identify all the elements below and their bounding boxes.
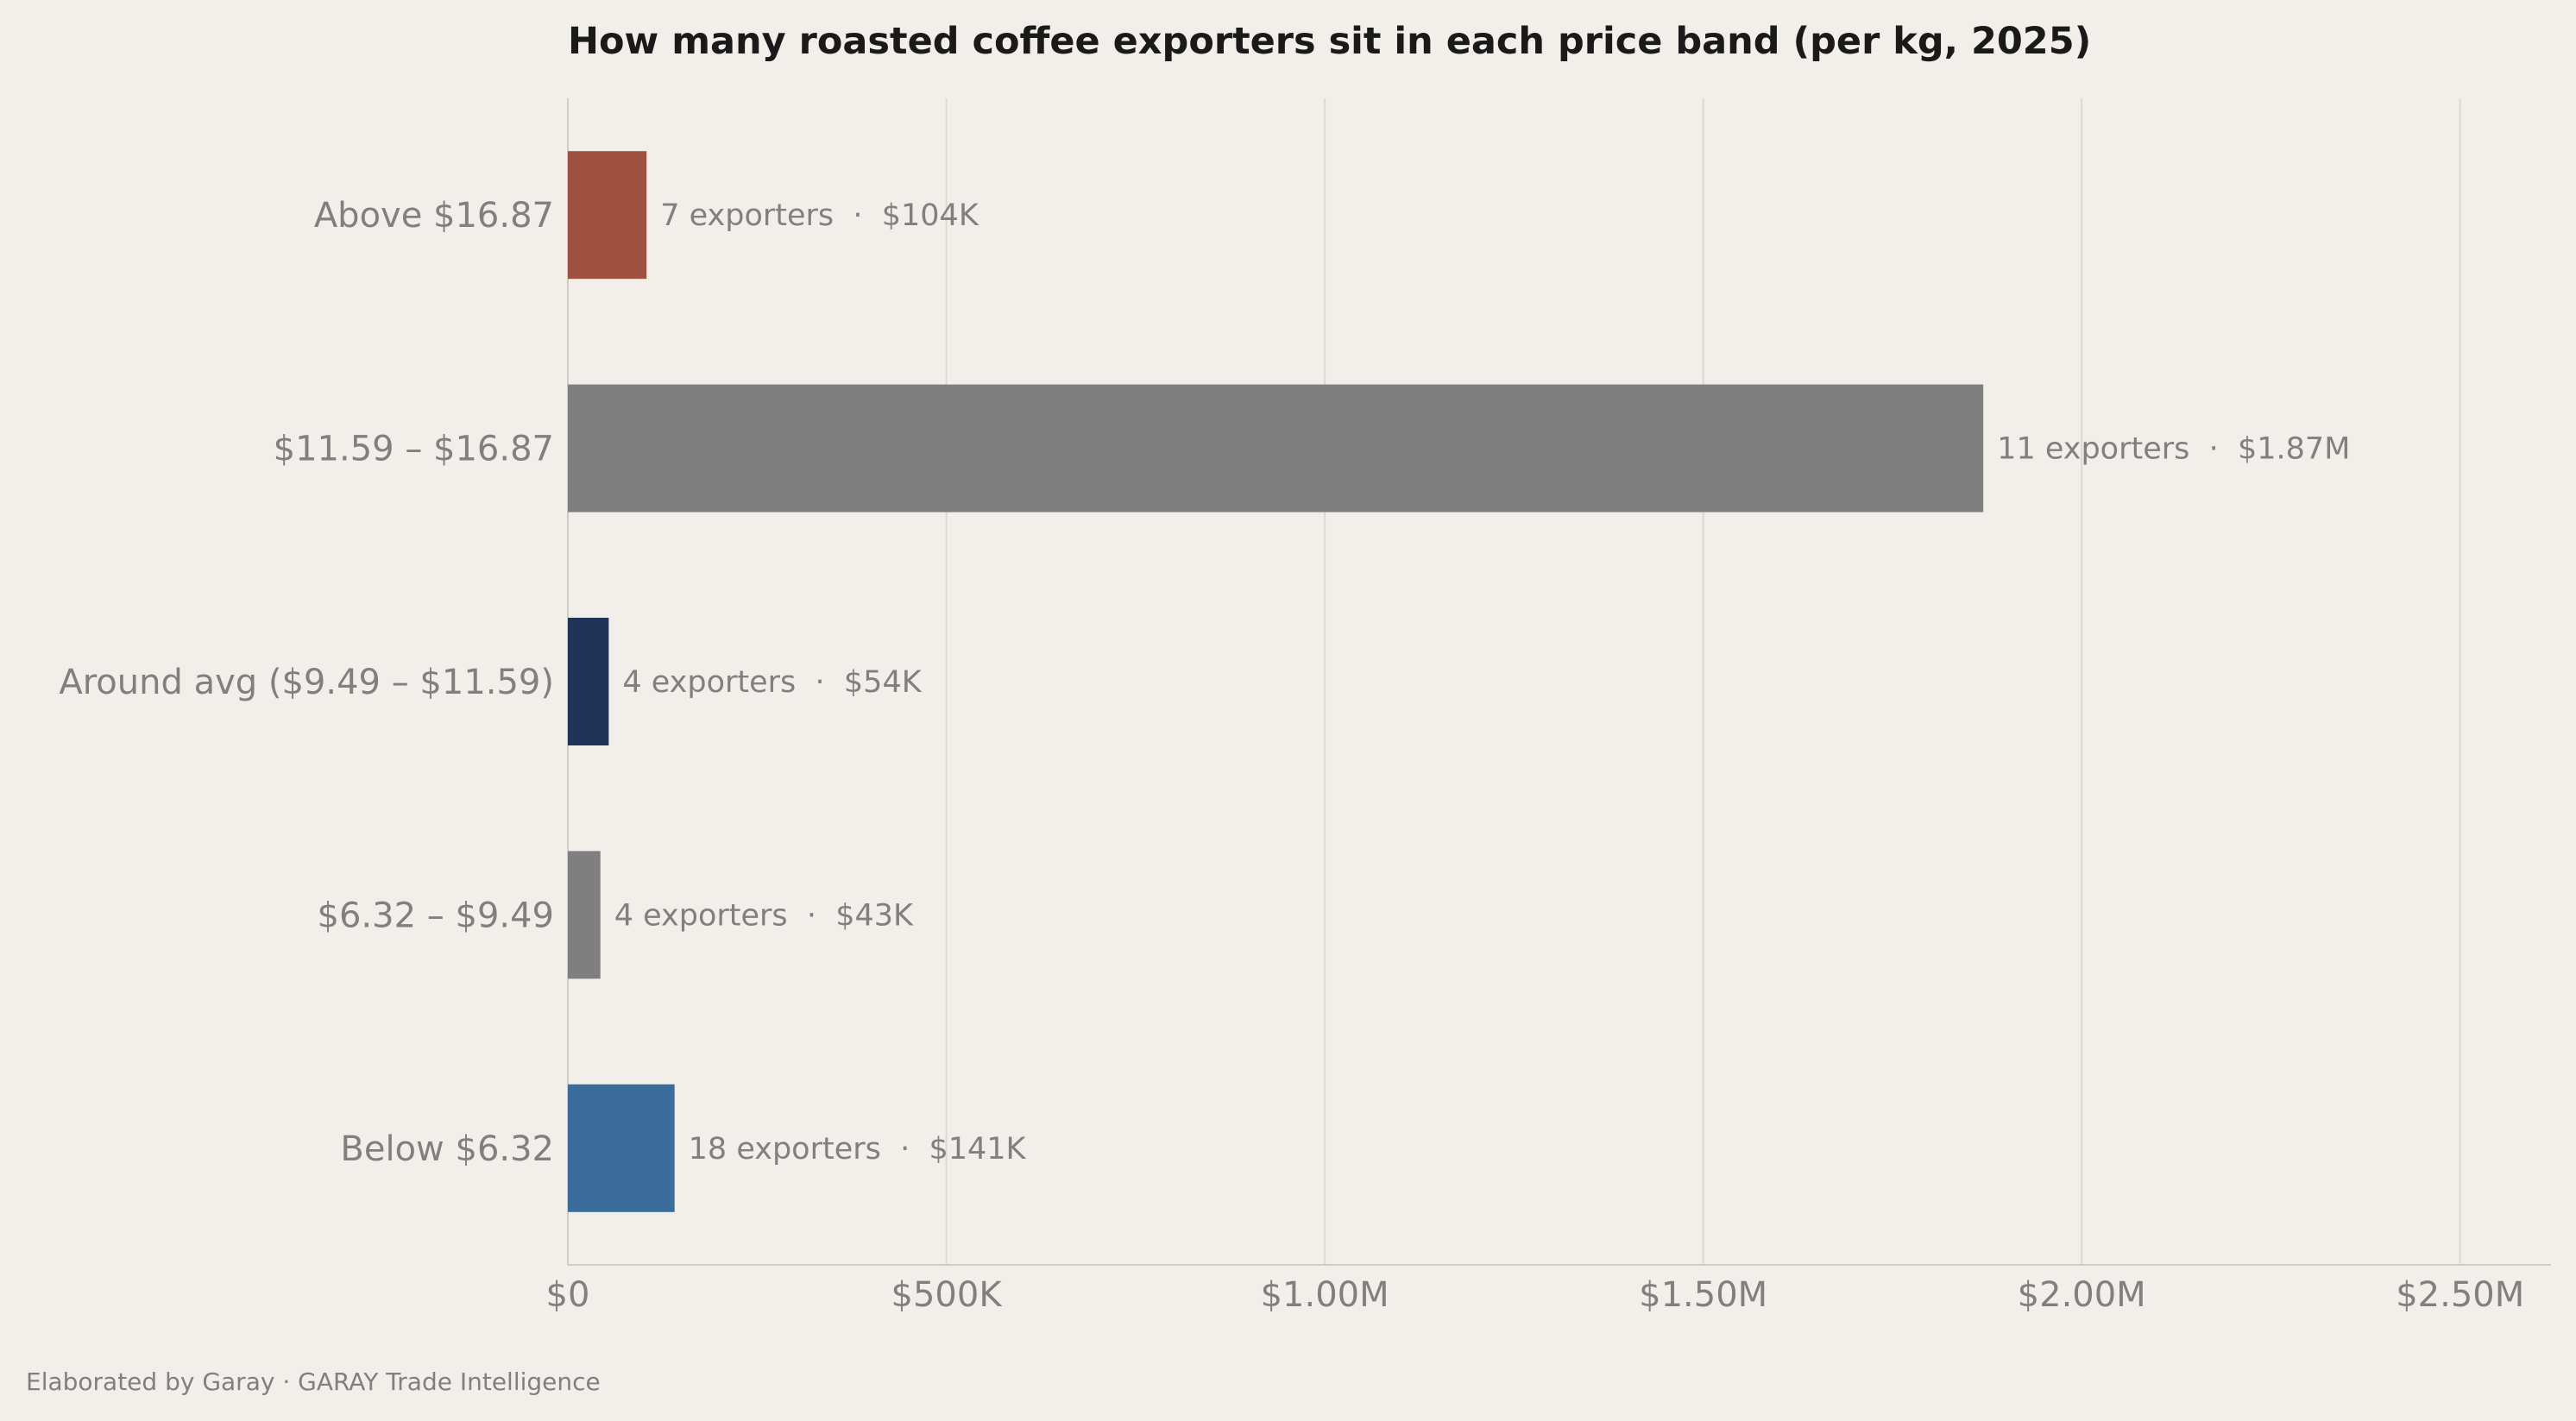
category-label: $6.32 – $9.49 — [318, 896, 554, 935]
x-tick-label: $1.50M — [1639, 1275, 1767, 1315]
category-label: Above $16.87 — [314, 196, 554, 236]
data-label: 4 exporters · $54K — [622, 665, 922, 700]
bar — [568, 851, 601, 979]
bar — [568, 151, 647, 280]
bar — [568, 1084, 675, 1212]
x-tick-label: $1.00M — [1261, 1275, 1389, 1315]
bar — [568, 618, 609, 745]
data-label: 18 exporters · $141K — [689, 1132, 1027, 1166]
gridlines — [945, 98, 2461, 1265]
data-label: 11 exporters · $1.87M — [1997, 432, 2350, 467]
category-label: Below $6.32 — [340, 1129, 554, 1169]
data-label: 7 exporters · $104K — [660, 198, 979, 233]
category-label: Around avg ($9.49 – $11.59) — [59, 663, 554, 702]
category-label: $11.59 – $16.87 — [274, 430, 554, 469]
x-tick-label: $0 — [546, 1275, 590, 1315]
bar — [568, 384, 1984, 512]
bars — [568, 151, 1984, 1212]
x-tick-label: $500K — [891, 1275, 1004, 1315]
chart-title: How many roasted coffee exporters sit in… — [568, 20, 2091, 63]
data-label: 4 exporters · $43K — [614, 898, 914, 933]
x-tick-label: $2.00M — [2018, 1275, 2146, 1315]
footer-credit: Elaborated by Garay · GARAY Trade Intell… — [26, 1368, 601, 1396]
x-tick-label: $2.50M — [2396, 1275, 2524, 1315]
labels: $0 $500K $1.00M $1.50M $2.00M $2.50M Above $16… — [59, 196, 2524, 1315]
